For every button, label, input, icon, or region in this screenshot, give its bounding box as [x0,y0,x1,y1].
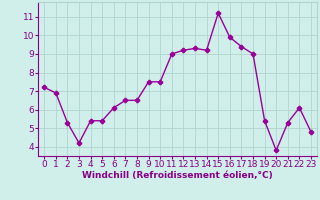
X-axis label: Windchill (Refroidissement éolien,°C): Windchill (Refroidissement éolien,°C) [82,171,273,180]
